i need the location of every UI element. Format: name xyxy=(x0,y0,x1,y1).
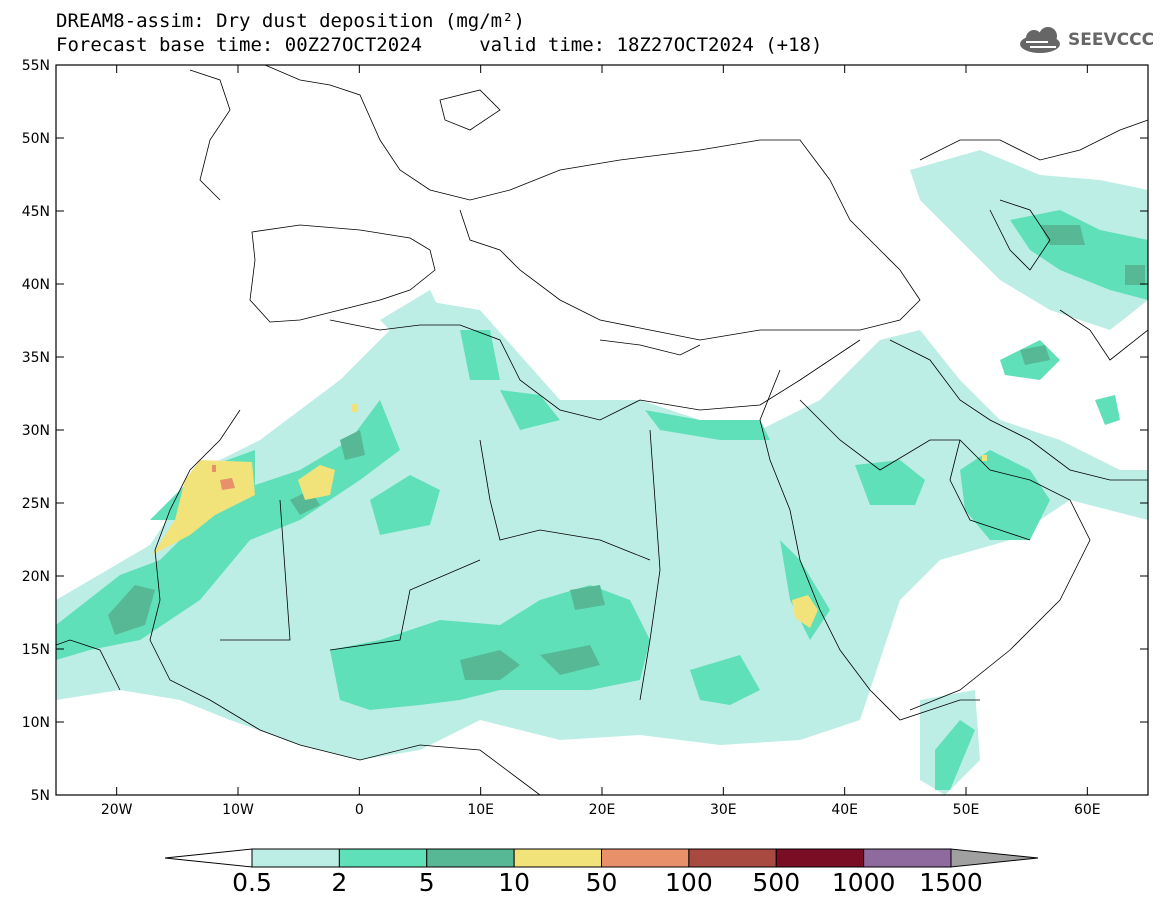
dust-field xyxy=(56,150,1148,795)
colorbar-label: 50 xyxy=(585,868,618,897)
colorbar-label: 0.5 xyxy=(232,868,272,897)
lat-tick-label: 10N xyxy=(22,715,50,731)
lat-tick-label: 55N xyxy=(22,58,50,74)
colorbar-box xyxy=(601,848,690,868)
lon-tick-label: 40E xyxy=(831,802,858,818)
lat-tick-label: 45N xyxy=(22,204,50,220)
cloud-logo-icon xyxy=(1020,27,1060,53)
colorbar-left-arrow xyxy=(164,848,253,868)
lon-tick-label: 0 xyxy=(355,802,364,818)
colorbar xyxy=(164,848,1039,868)
colorbar-label: 1000 xyxy=(831,868,896,897)
lat-tick-label: 25N xyxy=(22,496,50,512)
lon-tick-label: 30E xyxy=(710,802,737,818)
colorbar-label: 100 xyxy=(665,868,713,897)
colorbar-label: 10 xyxy=(498,868,531,897)
colorbar-box xyxy=(426,848,515,868)
colorbar-right-arrow xyxy=(950,848,1039,868)
colorbar-label: 500 xyxy=(752,868,801,897)
lon-tick-label: 50E xyxy=(953,802,980,818)
colorbar-box xyxy=(863,848,952,868)
lon-tick-label: 20W xyxy=(101,802,133,818)
lon-tick-labels: 20W 10W 0 10E 20E 30E 40E 50E 60E xyxy=(101,65,1101,818)
colorbar-label: 5 xyxy=(418,868,435,897)
colorbar-box xyxy=(513,848,602,868)
lat-tick-label: 50N xyxy=(22,131,50,147)
lon-tick-label: 20E xyxy=(589,802,616,818)
map-subtitle: Forecast base time: 00Z27OCT2024 valid t… xyxy=(56,34,823,56)
colorbar-label: 2 xyxy=(331,868,348,897)
lat-tick-label: 40N xyxy=(22,277,50,293)
logo-text: SEEVCCC xyxy=(1068,30,1155,50)
lon-tick-label: 60E xyxy=(1074,802,1101,818)
colorbar-box xyxy=(251,848,340,868)
coastlines xyxy=(56,65,1148,795)
lat-tick-label: 20N xyxy=(22,569,50,585)
lon-tick-label: 10E xyxy=(467,802,494,818)
lat-tick-label: 15N xyxy=(22,642,50,658)
lon-tick-label: 10W xyxy=(222,802,254,818)
colorbar-box xyxy=(688,848,777,868)
map-title: DREAM8-assim: Dry dust deposition (mg/m²… xyxy=(56,10,525,32)
colorbar-box xyxy=(338,848,428,868)
lat-tick-labels: 55N 50N 45N 40N 35N 30N 25N 20N 15N 10N 5N xyxy=(22,58,1148,804)
lat-tick-label: 5N xyxy=(31,788,50,804)
colorbar-box xyxy=(775,848,865,868)
colorbar-label: 1500 xyxy=(919,868,983,897)
lat-tick-label: 30N xyxy=(22,423,50,439)
lat-tick-label: 35N xyxy=(22,350,50,366)
